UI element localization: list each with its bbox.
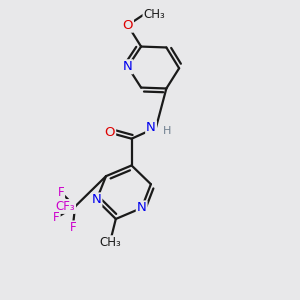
Text: CH₃: CH₃ xyxy=(99,236,121,249)
Text: F: F xyxy=(69,221,76,234)
Text: F: F xyxy=(53,211,60,224)
Text: CF₃: CF₃ xyxy=(56,200,75,213)
Text: H: H xyxy=(164,126,172,136)
Text: N: N xyxy=(123,60,133,73)
Text: N: N xyxy=(92,194,101,206)
Text: O: O xyxy=(105,126,115,139)
Text: O: O xyxy=(122,19,133,32)
Text: N: N xyxy=(137,202,147,214)
Text: F: F xyxy=(58,186,64,199)
Text: CH₃: CH₃ xyxy=(143,8,165,21)
Text: N: N xyxy=(146,121,156,134)
